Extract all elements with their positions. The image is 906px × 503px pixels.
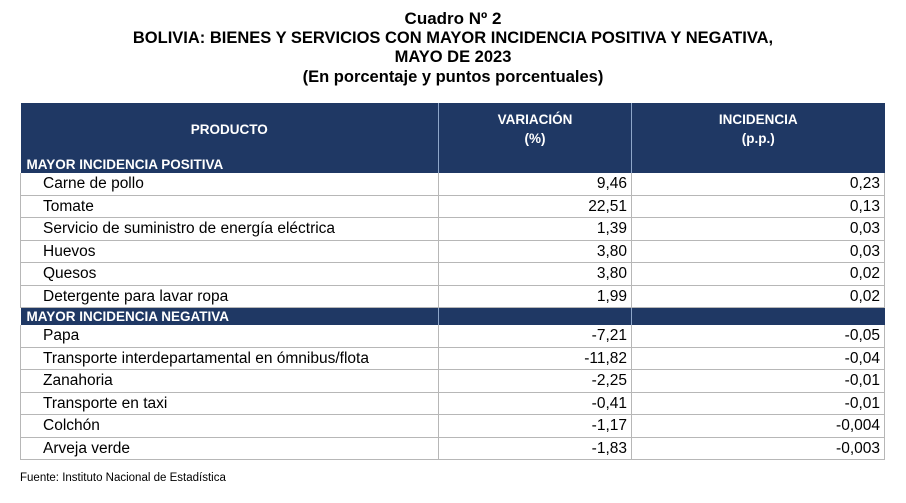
- section-label: MAYOR INCIDENCIA NEGATIVA: [20, 307, 439, 325]
- section-empty-cell: [631, 307, 885, 325]
- cell-producto: Colchón: [20, 414, 439, 438]
- table-row: Papa -7,21 -0,05: [20, 325, 885, 348]
- table-row: Arveja verde -1,83 -0,003: [20, 437, 885, 460]
- table-header-row: PRODUCTO VARIACIÓN (%) INCIDENCIA (p.p.): [20, 103, 885, 156]
- table-title: BOLIVIA: BIENES Y SERVICIOS CON MAYOR IN…: [132, 28, 774, 47]
- table-period: MAYO DE 2023: [394, 48, 512, 66]
- cell-incidencia: -0,04: [631, 347, 885, 370]
- table-number: Cuadro Nº 2: [404, 9, 502, 28]
- cell-producto: Carne de pollo: [20, 173, 439, 196]
- table-units: (En porcentaje y puntos porcentuales): [302, 67, 604, 86]
- cell-variacion: -7,21: [438, 325, 632, 348]
- table-row: Transporte en taxi -0,41 -0,01: [20, 392, 885, 415]
- cell-producto: Zanahoria: [20, 369, 439, 393]
- column-header-incidencia: INCIDENCIA (p.p.): [631, 103, 885, 156]
- cell-variacion: 3,80: [438, 240, 632, 263]
- cell-producto: Arveja verde: [20, 437, 439, 460]
- cell-incidencia: 0,13: [631, 195, 885, 218]
- cell-incidencia: 0,02: [631, 262, 885, 286]
- cell-variacion: 22,51: [438, 195, 632, 218]
- cell-incidencia: 0,03: [631, 217, 885, 241]
- cell-variacion: -2,25: [438, 369, 632, 393]
- cell-producto: Detergente para lavar ropa: [20, 285, 439, 308]
- cell-variacion: 1,39: [438, 217, 632, 241]
- cell-producto: Transporte interdepartamental en ómnibus…: [20, 347, 439, 370]
- cell-producto: Servicio de suministro de energía eléctr…: [20, 217, 439, 241]
- cell-producto: Tomate: [20, 195, 439, 218]
- table-row: Colchón -1,17 -0,004: [20, 414, 885, 438]
- cell-producto: Papa: [20, 325, 439, 348]
- cell-variacion: 1,99: [438, 285, 632, 308]
- table-row: Quesos 3,80 0,02: [20, 262, 885, 286]
- section-empty-cell: [438, 156, 632, 173]
- cell-producto: Transporte en taxi: [20, 392, 439, 415]
- section-header-row: MAYOR INCIDENCIA POSITIVA: [20, 156, 885, 173]
- table-row: Transporte interdepartamental en ómnibus…: [20, 347, 885, 370]
- column-header-producto-label: PRODUCTO: [190, 122, 268, 137]
- table-row: Zanahoria -2,25 -0,01: [20, 369, 885, 393]
- cell-incidencia: -0,004: [631, 414, 885, 438]
- data-table: PRODUCTO VARIACIÓN (%) INCIDENCIA (p.p.)…: [20, 103, 885, 460]
- column-header-producto: PRODUCTO: [20, 103, 439, 156]
- table-row: Servicio de suministro de energía eléctr…: [20, 217, 885, 241]
- cell-incidencia: 0,23: [631, 173, 885, 196]
- section-label: MAYOR INCIDENCIA POSITIVA: [20, 156, 439, 173]
- section-empty-cell: [438, 307, 632, 325]
- table-body: MAYOR INCIDENCIA POSITIVA Carne de pollo 9…: [20, 156, 885, 460]
- cell-variacion: -1,17: [438, 414, 632, 438]
- column-header-variacion: VARIACIÓN (%): [438, 103, 632, 156]
- cell-incidencia: 0,03: [631, 240, 885, 263]
- data-table-container: PRODUCTO VARIACIÓN (%) INCIDENCIA (p.p.)…: [20, 103, 885, 460]
- table-row: Carne de pollo 9,46 0,23: [20, 173, 885, 196]
- cell-variacion: 9,46: [438, 173, 632, 196]
- cell-incidencia: 0,02: [631, 285, 885, 308]
- cell-incidencia: -0,003: [631, 437, 885, 460]
- column-header-incidencia-unit: (p.p.): [741, 131, 775, 146]
- table-row: Huevos 3,80 0,03: [20, 240, 885, 263]
- section-header-row: MAYOR INCIDENCIA NEGATIVA: [20, 307, 885, 325]
- cell-producto: Quesos: [20, 262, 439, 286]
- cell-incidencia: -0,01: [631, 369, 885, 393]
- cell-variacion: -11,82: [438, 347, 632, 370]
- table-title-block: Cuadro Nº 2 BOLIVIA: BIENES Y SERVICIOS …: [0, 9, 906, 87]
- column-header-incidencia-label: INCIDENCIA: [718, 112, 798, 127]
- table-row: Detergente para lavar ropa 1,99 0,02: [20, 285, 885, 308]
- cell-variacion: -1,83: [438, 437, 632, 460]
- table-row: Tomate 22,51 0,13: [20, 195, 885, 218]
- source-note: Fuente: Instituto Nacional de Estadístic…: [20, 472, 226, 484]
- section-empty-cell: [631, 156, 885, 173]
- cell-producto: Huevos: [20, 240, 439, 263]
- cell-incidencia: -0,01: [631, 392, 885, 415]
- cell-variacion: -0,41: [438, 392, 632, 415]
- column-header-variacion-label: VARIACIÓN: [497, 112, 573, 127]
- column-header-variacion-unit: (%): [524, 131, 546, 146]
- cell-incidencia: -0,05: [631, 325, 885, 348]
- cell-variacion: 3,80: [438, 262, 632, 286]
